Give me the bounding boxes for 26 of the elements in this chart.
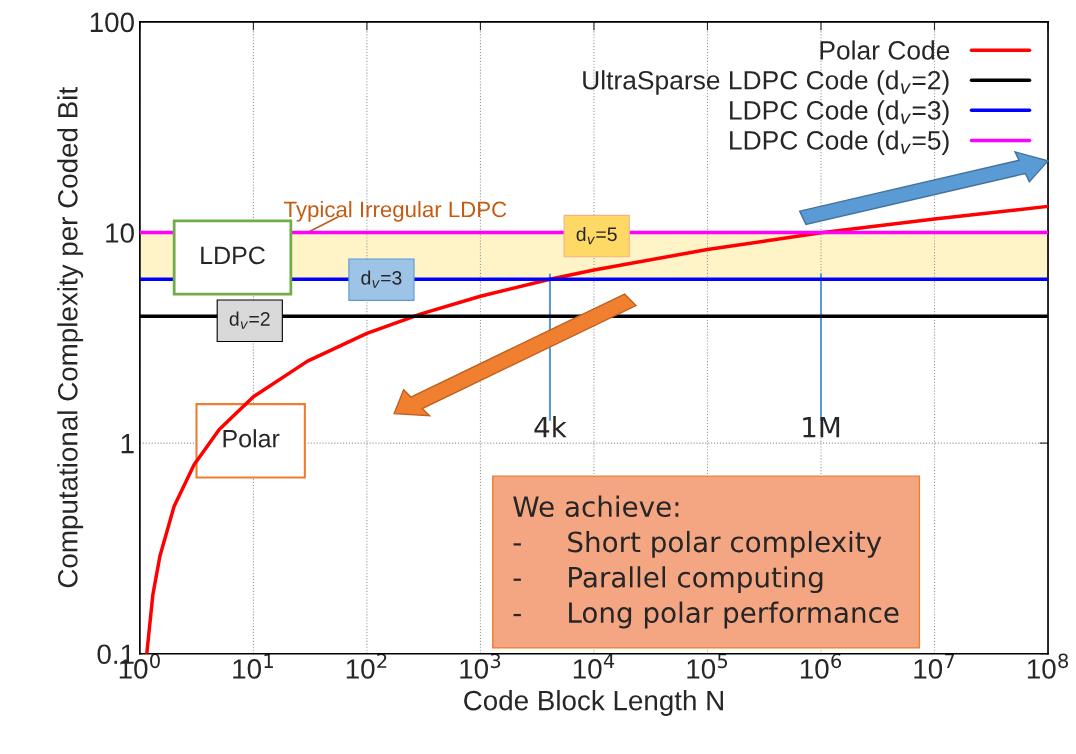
ref-line-label: 1M bbox=[803, 416, 840, 438]
ref-line-label: 4k bbox=[534, 416, 567, 438]
legend-label: Polar Code bbox=[820, 40, 950, 60]
annotation: Polar bbox=[223, 429, 280, 448]
x-tick-label: 10$^{6}$ bbox=[800, 653, 842, 679]
legend-label: LDPC Code (d$_{v}$=5) bbox=[730, 130, 949, 155]
legend-label: LDPC Code (d$_{v}$=3) bbox=[730, 100, 949, 125]
x-tick-label: 10$^{3}$ bbox=[460, 653, 501, 679]
annotation: We achieve: - Short polar complexity - Parallel computing - Long polar performance bbox=[513, 495, 899, 629]
y-tick-label: 100 bbox=[90, 12, 134, 33]
x-tick-label: 10$^{4}$ bbox=[573, 653, 615, 679]
annotation: LDPC bbox=[201, 246, 265, 265]
x-axis-title: Code Block Length N bbox=[464, 690, 723, 716]
annotation: d$_{v}$=2 bbox=[229, 311, 270, 329]
y-tick-label: 1 bbox=[121, 434, 134, 454]
y-axis-title: Computational Complexity per Coded Bit bbox=[57, 87, 84, 588]
annotation: d$_{v}$=3 bbox=[361, 270, 402, 288]
band-label: Typical Irregular LDPC bbox=[284, 200, 507, 222]
x-tick-label: 10$^{8}$ bbox=[1027, 653, 1069, 679]
x-tick-label: 10$^{5}$ bbox=[687, 653, 728, 679]
x-tick-label: 10$^{7}$ bbox=[914, 653, 955, 679]
x-tick-label: 10$^{2}$ bbox=[346, 653, 387, 679]
y-tick-label: 10 bbox=[106, 223, 134, 243]
annotation: d$_{v}$=5 bbox=[576, 226, 617, 245]
legend-label: UltraSparse LDPC Code (d$_{v}$=2) bbox=[583, 70, 949, 95]
x-tick-label: 10$^{1}$ bbox=[233, 653, 273, 679]
